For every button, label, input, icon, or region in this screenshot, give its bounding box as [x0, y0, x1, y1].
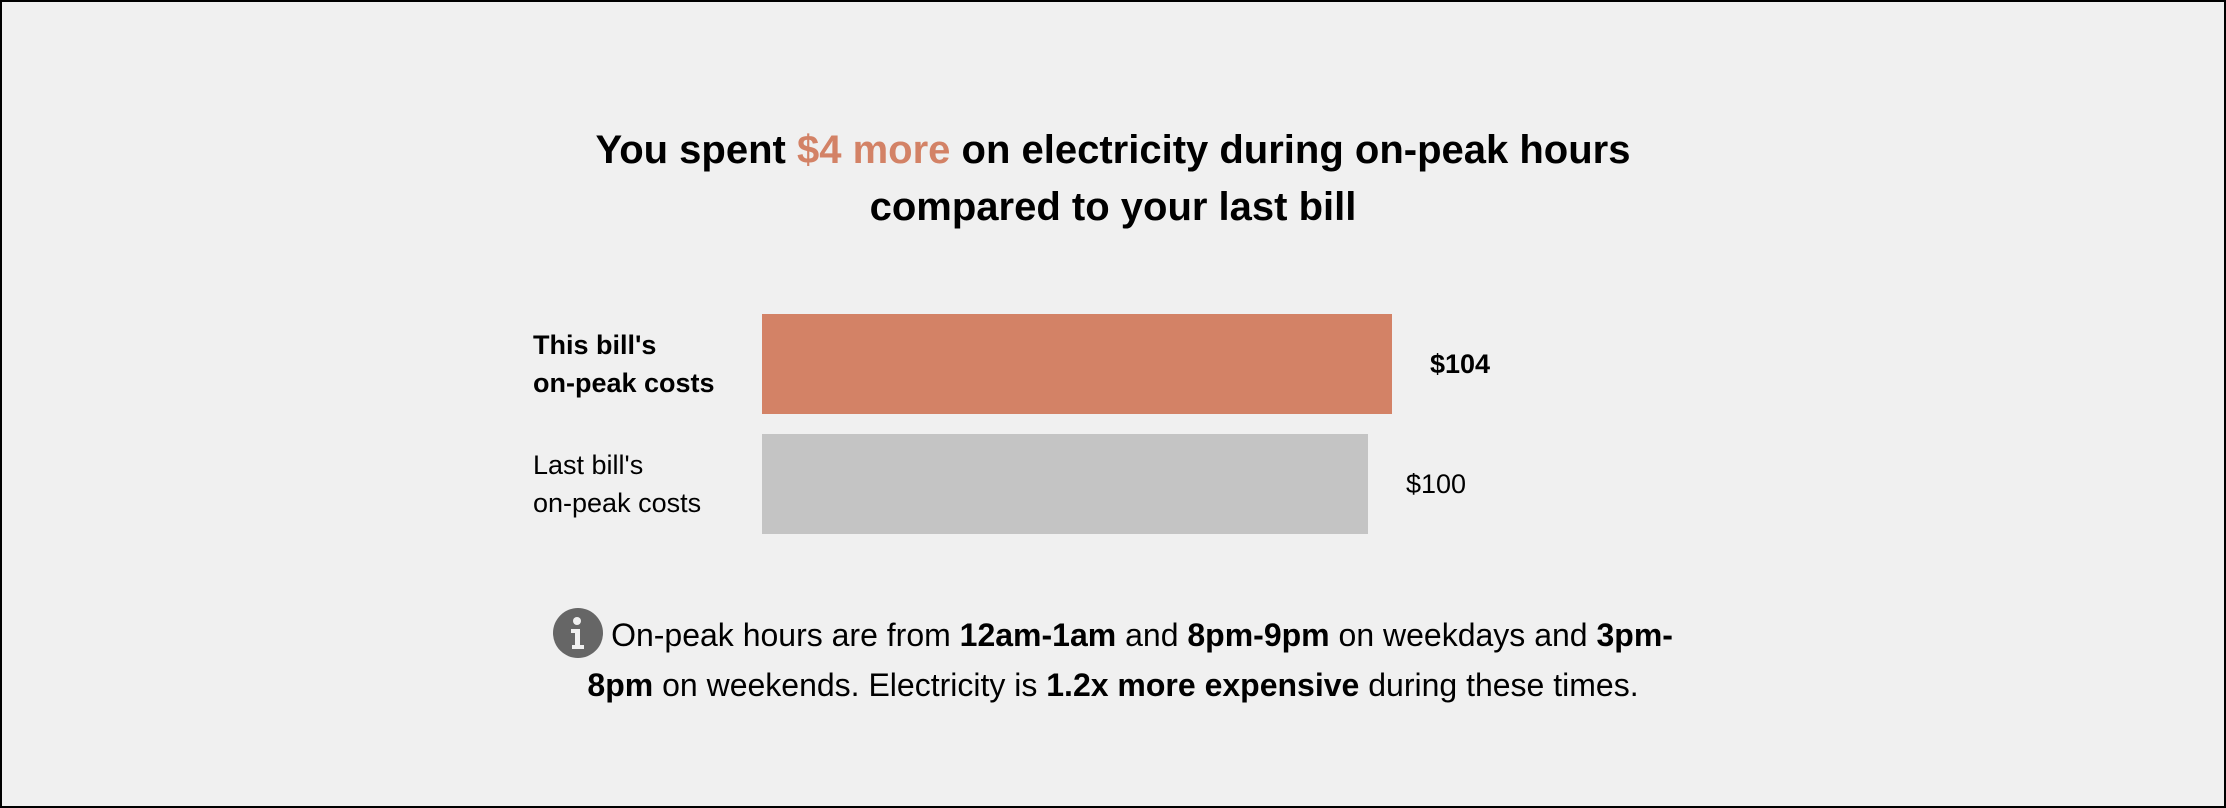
headline-text-2: on electricity during on-peak hours — [950, 128, 1631, 172]
headline-highlight: $4 more — [796, 128, 951, 172]
this-bill-label: This bill's on-peak costs — [533, 326, 715, 402]
note-bold-price-multiplier: 1.2x more expensive — [1046, 667, 1360, 703]
headline-line-2: compared to your last bill — [869, 185, 1357, 229]
last-bill-value-label: $100 — [1406, 469, 1467, 499]
note-line-2: 8pm on weekends. Electricity is 1.2x mor… — [2, 660, 2224, 710]
note-text-2: and — [1116, 617, 1188, 653]
note-text-3: on weekdays and — [1329, 617, 1597, 653]
headline-text-1: You spent — [595, 128, 797, 172]
note-bold-weekend-hours-start: 3pm- — [1596, 617, 1673, 653]
note-text-1: On-peak hours are from — [611, 617, 960, 653]
headline-line-1: You spent $4 more on electricity during … — [2, 122, 2224, 179]
info-icon — [553, 608, 604, 658]
chart-headline: You spent $4 more on electricity during … — [2, 122, 2224, 236]
this-bill-value-label: $104 — [1430, 349, 1491, 379]
note-text-4: on weekends. Electricity is — [653, 667, 1047, 703]
note-bold-weekday-hours-2: 8pm-9pm — [1187, 617, 1330, 653]
note-line-1: On-peak hours are from 12am-1am and 8pm-… — [2, 608, 2224, 660]
last-bill-label: Last bill's on-peak costs — [533, 446, 701, 522]
last-bill-label-line-2: on-peak costs — [533, 488, 702, 518]
this-bill-label-line-2: on-peak costs — [533, 368, 715, 398]
note-text-5: during these times. — [1359, 667, 1639, 703]
note-bold-weekday-hours-1: 12am-1am — [959, 617, 1117, 653]
last-bill-bar — [762, 434, 1368, 534]
last-bill-label-line-1: Last bill's — [533, 450, 644, 480]
this-bill-label-line-1: This bill's — [533, 330, 657, 360]
note-bold-weekend-hours-end: 8pm — [587, 667, 654, 703]
this-bill-bar — [762, 314, 1392, 414]
info-note: On-peak hours are from 12am-1am and 8pm-… — [2, 608, 2224, 710]
